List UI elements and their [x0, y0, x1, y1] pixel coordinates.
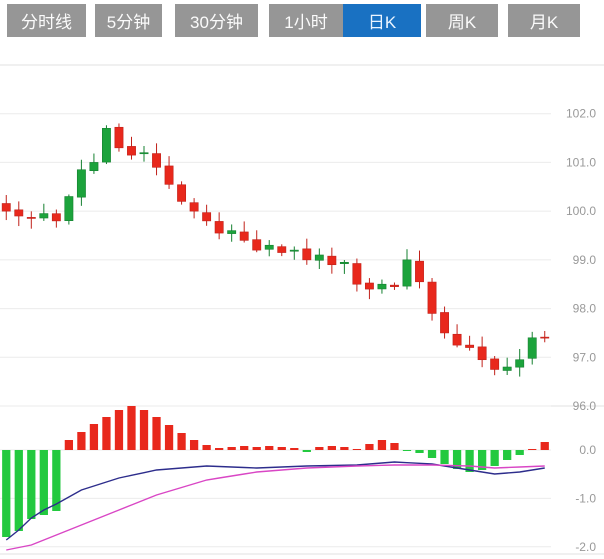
svg-text:0.0: 0.0 [579, 443, 596, 457]
svg-text:-2.0: -2.0 [575, 540, 596, 554]
svg-text:101.0: 101.0 [566, 155, 596, 169]
svg-text:98.0: 98.0 [573, 302, 597, 316]
svg-text:102.0: 102.0 [566, 107, 596, 121]
svg-text:96.0: 96.0 [573, 399, 597, 413]
svg-text:-1.0: -1.0 [575, 491, 596, 505]
svg-text:97.0: 97.0 [573, 350, 597, 364]
svg-text:100.0: 100.0 [566, 204, 596, 218]
svg-text:99.0: 99.0 [573, 253, 597, 267]
